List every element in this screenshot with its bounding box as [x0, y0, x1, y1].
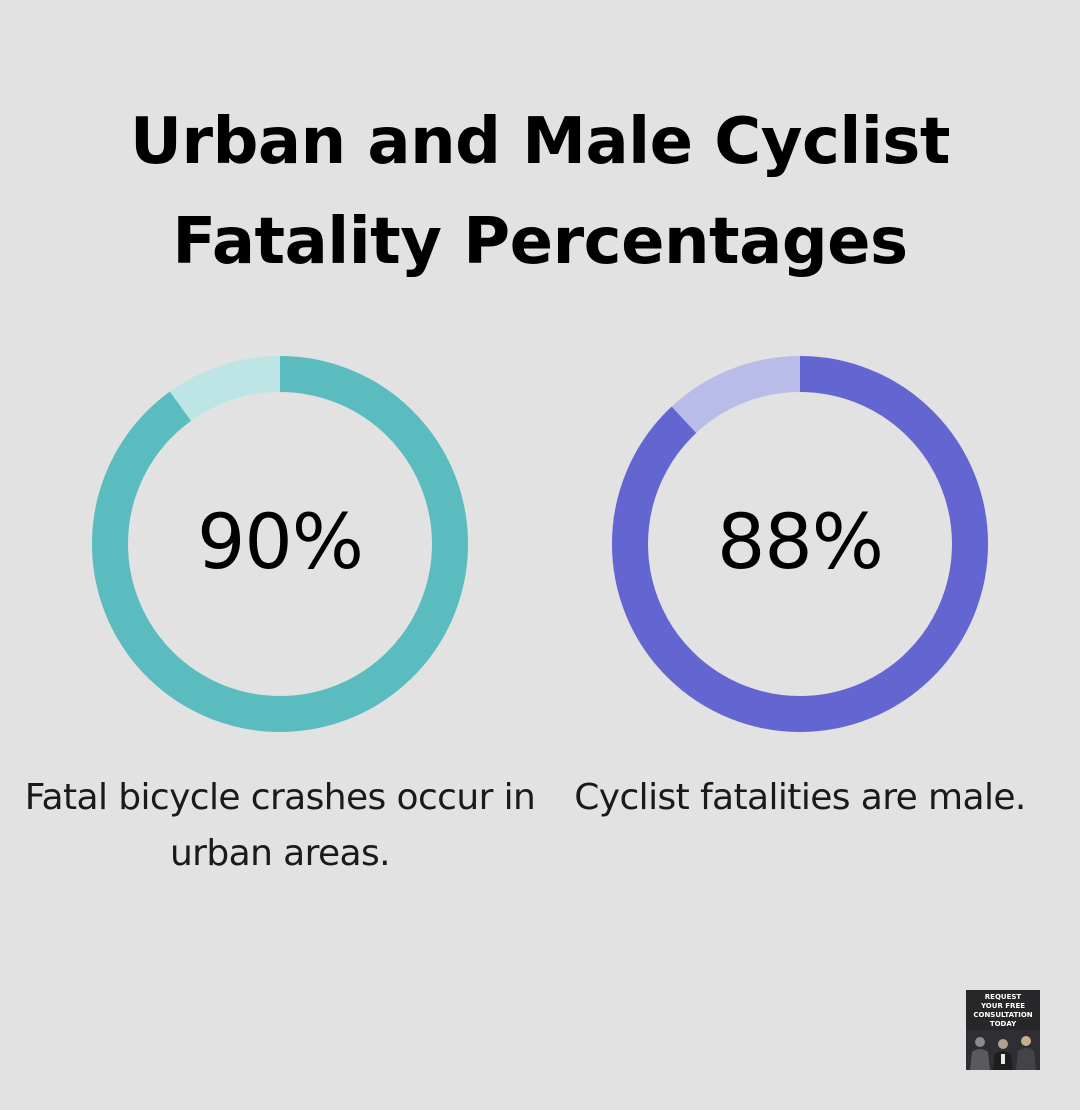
urban-value-label: 90% [197, 497, 364, 586]
male-donut-chart: 88% [610, 354, 990, 734]
male-caption: Cyclist fatalities are male. [574, 777, 1026, 818]
attorneys-photo-icon [966, 1030, 1040, 1070]
request-consultation-button[interactable]: REQUEST YOUR FREE CONSULTATION TODAY [966, 990, 1040, 1070]
male-value-label: 88% [717, 497, 884, 586]
male-donut-arc [612, 356, 988, 732]
urban-donut-svg [92, 356, 468, 732]
male-donut-svg [612, 356, 988, 732]
chart-title: Urban and Male Cyclist Fatality Percenta… [130, 105, 950, 279]
urban-donut-arc [92, 356, 468, 732]
cta-label: REQUEST YOUR FREE CONSULTATION TODAY [973, 993, 1033, 1028]
urban-caption: Fatal bicycle crashes occur in urban are… [24, 777, 536, 874]
urban-donut-chart: 90% [90, 354, 470, 734]
